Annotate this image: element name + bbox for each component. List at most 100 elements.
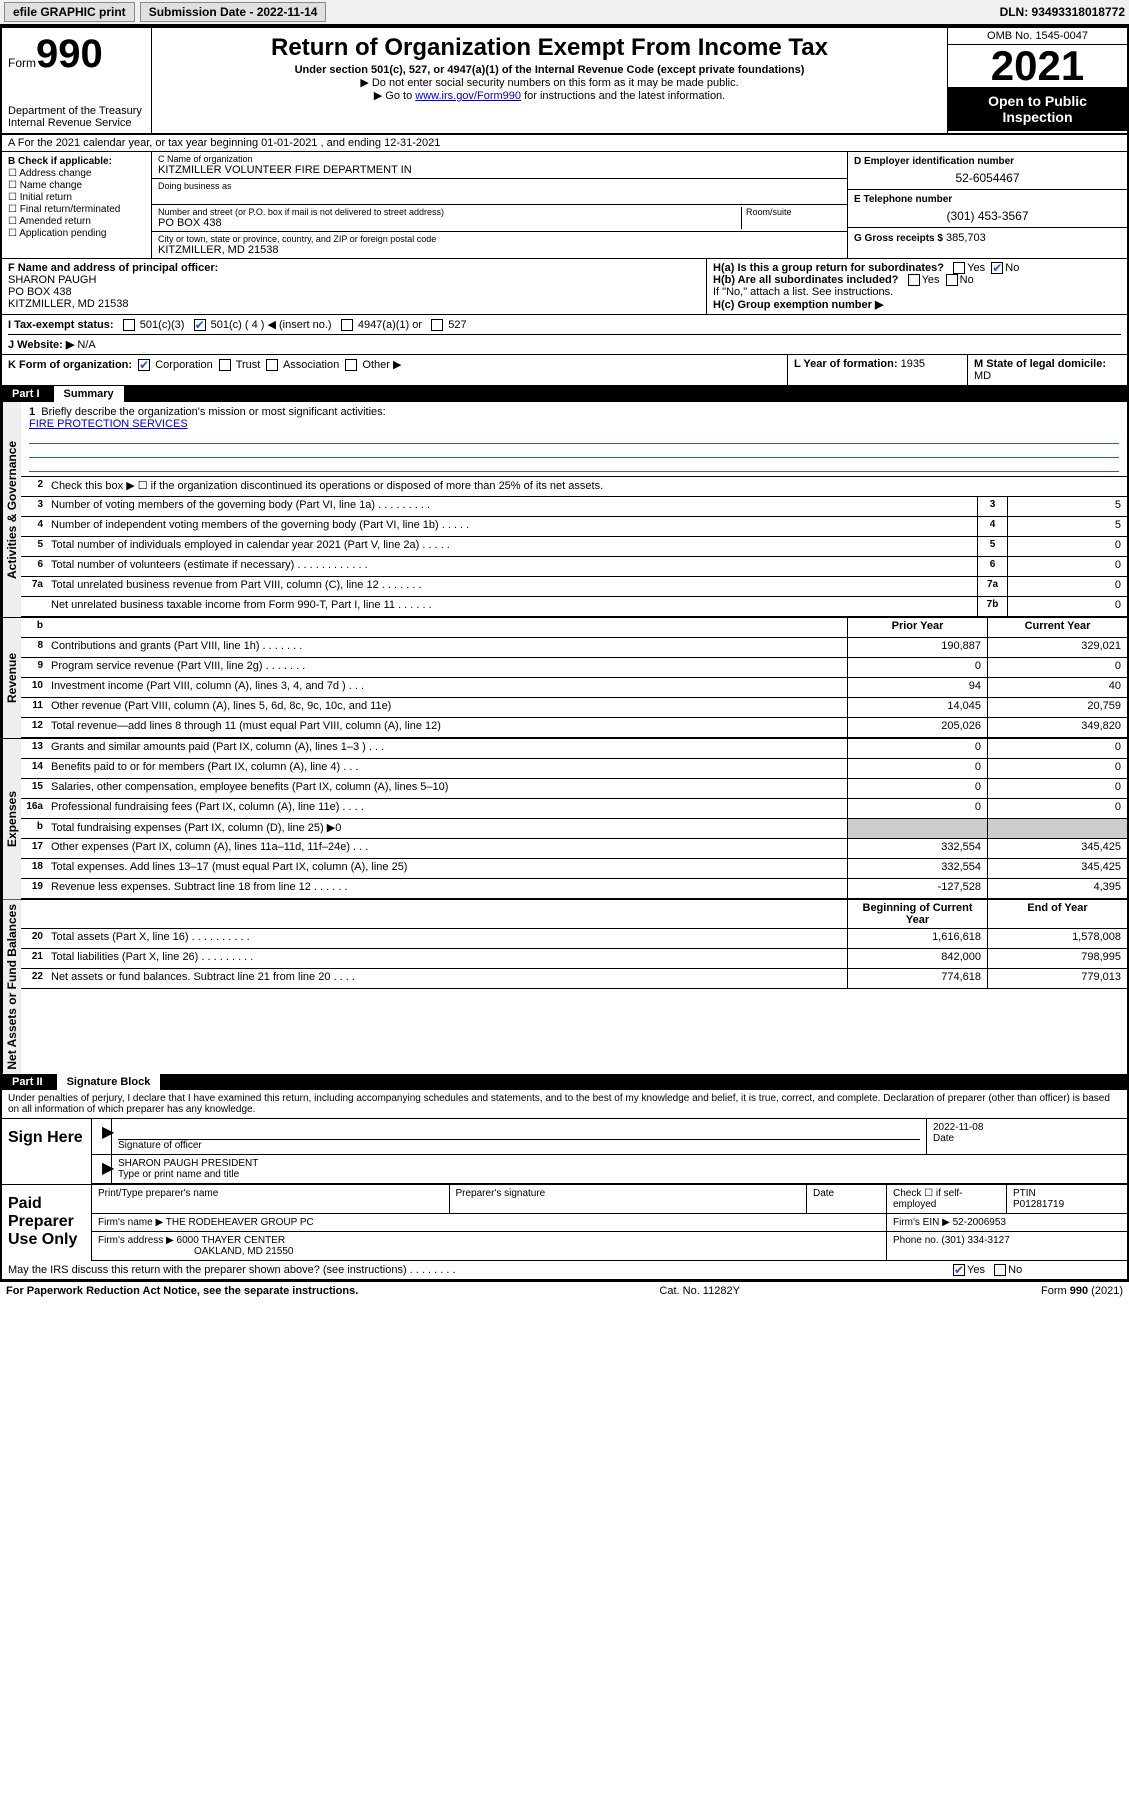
chk-initial-return[interactable]: ☐ Initial return xyxy=(8,192,145,203)
chk-527[interactable] xyxy=(431,319,443,331)
chk-4947[interactable] xyxy=(341,319,353,331)
row-klm: K Form of organization: Corporation Trus… xyxy=(2,355,1127,386)
ptin-label: PTIN xyxy=(1013,1188,1121,1199)
firm-addr-label: Firm's address ▶ xyxy=(98,1235,174,1246)
ha-yes-checkbox[interactable] xyxy=(953,262,965,274)
vtab-revenue: Revenue xyxy=(2,618,21,738)
firm-ein-value: 52-2006953 xyxy=(953,1217,1006,1228)
sign-date-value: 2022-11-08 xyxy=(933,1122,1121,1133)
summary-line: 20Total assets (Part X, line 16) . . . .… xyxy=(21,929,1127,949)
firm-addr1: 6000 THAYER CENTER xyxy=(177,1235,286,1246)
org-name: KITZMILLER VOLUNTEER FIRE DEPARTMENT IN xyxy=(158,164,841,176)
vtab-expenses: Expenses xyxy=(2,739,21,899)
chk-name-change[interactable]: ☐ Name change xyxy=(8,180,145,191)
form-frame: Form990 Department of the Treasury Inter… xyxy=(0,26,1129,1281)
box-de: D Employer identification number 52-6054… xyxy=(847,152,1127,258)
city-value: KITZMILLER, MD 21538 xyxy=(158,244,841,256)
summary-line: 3Number of voting members of the governi… xyxy=(21,497,1127,517)
dba-label: Doing business as xyxy=(158,181,841,191)
note-ssn: ▶ Do not enter social security numbers o… xyxy=(158,76,941,89)
signer-name: SHARON PAUGH PRESIDENT xyxy=(118,1158,1121,1169)
chk-application-pending[interactable]: ☐ Application pending xyxy=(8,228,145,239)
summary-line: 9Program service revenue (Part VIII, lin… xyxy=(21,658,1127,678)
summary-line: 18Total expenses. Add lines 13–17 (must … xyxy=(21,859,1127,879)
signature-label: Signature of officer xyxy=(118,1140,920,1151)
summary-line: 6Total number of volunteers (estimate if… xyxy=(21,557,1127,577)
ha-no-checkbox[interactable] xyxy=(991,262,1003,274)
officer-label: F Name and address of principal officer: xyxy=(8,262,700,274)
chk-501c[interactable] xyxy=(194,319,206,331)
efile-button[interactable]: efile GRAPHIC print xyxy=(4,2,135,22)
firm-phone-label: Phone no. xyxy=(893,1235,939,1246)
hc-question: H(c) Group exemption number ▶ xyxy=(713,298,1121,311)
instructions-link[interactable]: www.irs.gov/Form990 xyxy=(415,90,521,102)
row-a-period: A For the 2021 calendar year, or tax yea… xyxy=(2,135,1127,152)
chk-trust[interactable] xyxy=(219,359,231,371)
officer-addr1: PO BOX 438 xyxy=(8,286,700,298)
discuss-question: May the IRS discuss this return with the… xyxy=(2,1261,947,1279)
website-label: J Website: ▶ xyxy=(8,339,74,351)
dept-label: Department of the Treasury Internal Reve… xyxy=(8,105,145,129)
tax-year: 2021 xyxy=(948,45,1127,87)
col-prior-header: Prior Year xyxy=(847,618,987,637)
phone-label: E Telephone number xyxy=(854,194,1121,205)
line2-desc: Check this box ▶ ☐ if the organization d… xyxy=(47,477,1127,496)
discuss-no-checkbox[interactable] xyxy=(994,1264,1006,1276)
summary-line: 8Contributions and grants (Part VIII, li… xyxy=(21,638,1127,658)
paid-preparer-label: Paid Preparer Use Only xyxy=(2,1185,92,1261)
form-ref: Form 990 (2021) xyxy=(1041,1285,1123,1297)
page-footer: For Paperwork Reduction Act Notice, see … xyxy=(0,1281,1129,1300)
signer-name-label: Type or print name and title xyxy=(118,1169,1121,1180)
domicile-label: M State of legal domicile: xyxy=(974,358,1106,370)
ein-value: 52-6054467 xyxy=(854,171,1121,185)
gross-label: G Gross receipts $ xyxy=(854,233,943,244)
vtab-netassets: Net Assets or Fund Balances xyxy=(2,900,21,1074)
preparer-name-label: Print/Type preparer's name xyxy=(92,1185,450,1213)
summary-line: 11Other revenue (Part VIII, column (A), … xyxy=(21,698,1127,718)
form-subtitle: Under section 501(c), 527, or 4947(a)(1)… xyxy=(158,64,941,76)
box-c: C Name of organization KITZMILLER VOLUNT… xyxy=(152,152,847,258)
firm-addr2: OAKLAND, MD 21550 xyxy=(194,1246,294,1257)
ptin-value: P01281719 xyxy=(1013,1199,1121,1210)
summary-line: 15Salaries, other compensation, employee… xyxy=(21,779,1127,799)
discuss-yes-checkbox[interactable] xyxy=(953,1264,965,1276)
form-number: Form990 xyxy=(8,32,145,77)
chk-association[interactable] xyxy=(266,359,278,371)
discuss-row: May the IRS discuss this return with the… xyxy=(2,1261,1127,1279)
summary-line: Net unrelated business taxable income fr… xyxy=(21,597,1127,617)
part2-header: Part II Signature Block xyxy=(2,1074,1127,1090)
tax-status-label: I Tax-exempt status: xyxy=(8,319,114,331)
mission-text[interactable]: FIRE PROTECTION SERVICES xyxy=(29,418,188,430)
street-label: Number and street (or P.O. box if mail i… xyxy=(158,207,741,217)
row-ij: I Tax-exempt status: 501(c)(3) 501(c) ( … xyxy=(2,315,1127,355)
sign-here-block: Sign Here ▶ Signature of officer 2022-11… xyxy=(2,1118,1127,1184)
summary-line: 5Total number of individuals employed in… xyxy=(21,537,1127,557)
submission-date-button[interactable]: Submission Date - 2022-11-14 xyxy=(140,2,327,22)
officer-name: SHARON PAUGH xyxy=(8,274,700,286)
chk-final-return[interactable]: ☐ Final return/terminated xyxy=(8,204,145,215)
firm-phone-value: (301) 334-3127 xyxy=(941,1235,1009,1246)
col-end-header: End of Year xyxy=(987,900,1127,928)
note-link: ▶ Go to www.irs.gov/Form990 for instruct… xyxy=(158,89,941,102)
hb-yes-checkbox[interactable] xyxy=(908,274,920,286)
org-name-label: C Name of organization xyxy=(158,154,841,164)
h-note: If "No," attach a list. See instructions… xyxy=(713,286,1121,298)
city-label: City or town, state or province, country… xyxy=(158,234,841,244)
gross-value: 385,703 xyxy=(946,232,986,244)
chk-other[interactable] xyxy=(345,359,357,371)
mission-label: Briefly describe the organization's miss… xyxy=(41,406,385,418)
hb-no-checkbox[interactable] xyxy=(946,274,958,286)
col-current-header: Current Year xyxy=(987,618,1127,637)
firm-ein-label: Firm's EIN ▶ xyxy=(893,1217,950,1228)
domicile-value: MD xyxy=(974,370,991,382)
chk-501c3[interactable] xyxy=(123,319,135,331)
chk-address-change[interactable]: ☐ Address change xyxy=(8,168,145,179)
summary-governance: Activities & Governance 1 Briefly descri… xyxy=(2,402,1127,617)
summary-expenses: Expenses 13Grants and similar amounts pa… xyxy=(2,738,1127,899)
chk-corporation[interactable] xyxy=(138,359,150,371)
chk-amended-return[interactable]: ☐ Amended return xyxy=(8,216,145,227)
room-label: Room/suite xyxy=(746,207,841,217)
row-fh: F Name and address of principal officer:… xyxy=(2,259,1127,315)
firm-name-label: Firm's name ▶ xyxy=(98,1217,163,1228)
vtab-governance: Activities & Governance xyxy=(2,402,21,617)
